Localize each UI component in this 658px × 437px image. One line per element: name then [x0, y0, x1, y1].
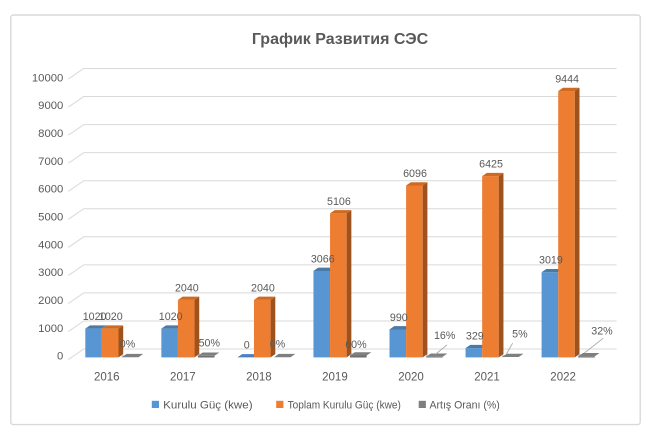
svg-text:329: 329 — [466, 331, 484, 343]
svg-text:990: 990 — [390, 312, 408, 324]
svg-text:0: 0 — [244, 339, 250, 351]
svg-text:4000: 4000 — [38, 239, 63, 251]
svg-text:0: 0 — [57, 351, 63, 363]
svg-text:6425: 6425 — [479, 159, 503, 171]
svg-text:2021: 2021 — [474, 371, 500, 383]
svg-text:5106: 5106 — [327, 196, 351, 208]
svg-text:2040: 2040 — [175, 282, 199, 294]
svg-text:9000: 9000 — [38, 100, 63, 112]
svg-text:1020: 1020 — [99, 311, 123, 323]
svg-text:2018: 2018 — [246, 371, 272, 383]
svg-text:3019: 3019 — [539, 255, 563, 267]
svg-text:2000: 2000 — [38, 295, 63, 307]
svg-text:5%: 5% — [512, 329, 528, 341]
svg-text:1020: 1020 — [159, 311, 183, 323]
svg-text:График Развития СЭС: График Развития СЭС — [252, 31, 429, 48]
svg-text:0%: 0% — [120, 338, 136, 350]
svg-text:9444: 9444 — [555, 73, 579, 85]
svg-text:8000: 8000 — [38, 128, 63, 140]
svg-text:Artış Oranı (%): Artış Oranı (%) — [430, 399, 500, 411]
svg-text:0%: 0% — [270, 339, 286, 351]
svg-text:Kurulu Güç (kwe): Kurulu Güç (kwe) — [163, 399, 252, 411]
svg-text:3066: 3066 — [311, 253, 335, 265]
svg-text:1000: 1000 — [38, 323, 63, 335]
svg-text:32%: 32% — [591, 325, 613, 337]
svg-text:2040: 2040 — [251, 282, 275, 294]
svg-text:Toplam Kurulu Güç (kwe): Toplam Kurulu Güç (kwe) — [288, 399, 401, 411]
svg-text:2017: 2017 — [170, 371, 196, 383]
svg-text:2020: 2020 — [398, 371, 424, 383]
svg-text:2019: 2019 — [322, 371, 348, 383]
svg-text:7000: 7000 — [38, 156, 63, 168]
svg-text:3000: 3000 — [38, 267, 63, 279]
svg-text:6096: 6096 — [403, 168, 427, 180]
svg-text:2016: 2016 — [94, 371, 120, 383]
svg-text:1020: 1020 — [83, 311, 107, 323]
svg-text:10000: 10000 — [32, 72, 63, 84]
svg-text:2022: 2022 — [550, 371, 576, 383]
svg-text:50%: 50% — [199, 338, 221, 350]
svg-text:5000: 5000 — [38, 212, 63, 224]
svg-text:6000: 6000 — [38, 184, 63, 196]
svg-text:16%: 16% — [434, 330, 456, 342]
svg-text:60%: 60% — [345, 339, 367, 351]
